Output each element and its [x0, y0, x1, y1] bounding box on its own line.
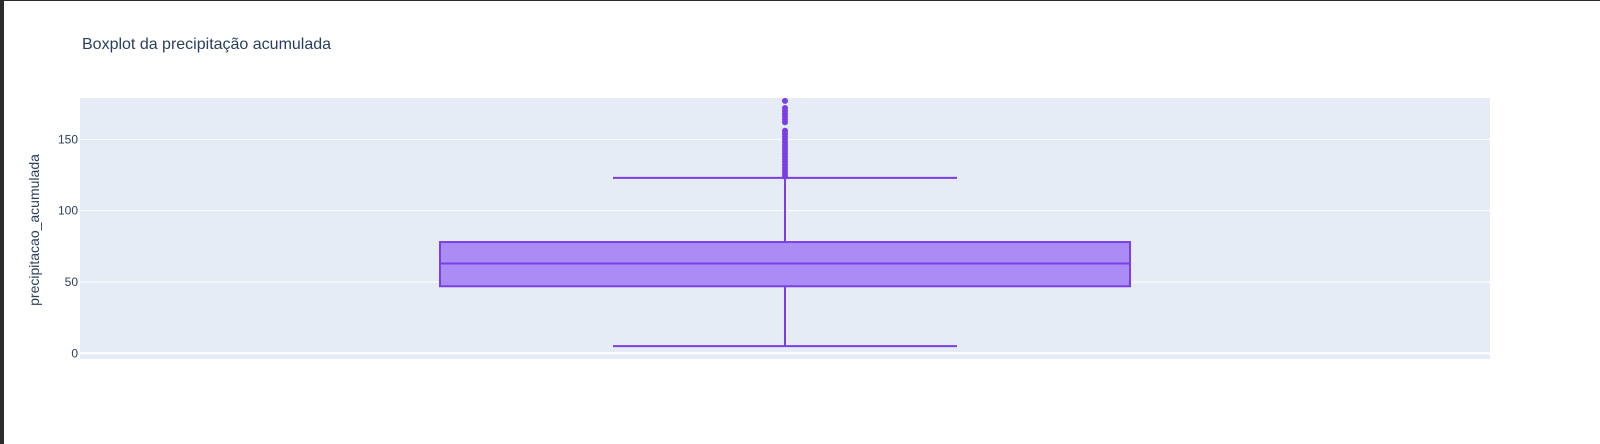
box-trace[interactable]: [439, 97, 1131, 348]
y-tick-label: 50: [65, 275, 79, 289]
chart-title: Boxplot da precipitação acumulada: [82, 36, 331, 53]
y-tick-labels: 0 50 100 150: [58, 132, 78, 360]
outlier-point: [782, 97, 788, 104]
window-edge-left: [0, 0, 4, 444]
y-tick-label: 150: [58, 132, 78, 146]
outlier-point: [782, 104, 788, 111]
window-edge-top: [0, 0, 1600, 1]
y-axis-title: precipitacao_acumulada: [26, 154, 42, 306]
outlier-point: [782, 127, 788, 134]
y-tick-label: 100: [58, 204, 78, 218]
y-tick-label: 0: [71, 346, 78, 360]
